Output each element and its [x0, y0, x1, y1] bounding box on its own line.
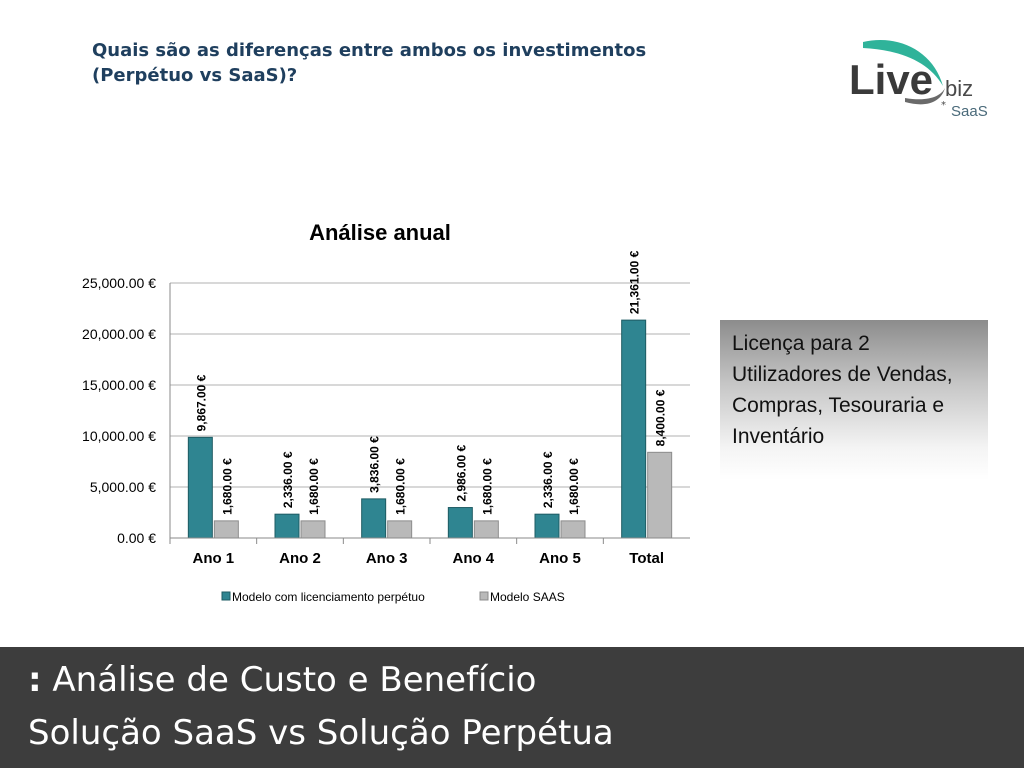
logo-swoosh	[863, 39, 943, 86]
bar-perpetual	[274, 513, 300, 539]
data-label: 2,986.00 €	[454, 444, 468, 501]
y-tick-label: 5,000.00 €	[90, 479, 156, 495]
data-label: 9,867.00 €	[194, 374, 208, 431]
bar-perpetual	[447, 507, 473, 539]
bar-saas	[473, 520, 499, 539]
y-tick-label: 0.00 €	[117, 530, 156, 546]
x-tick-label: Ano 3	[366, 550, 408, 567]
footer-title-line: : Análise de Custo e Benefício	[28, 658, 536, 702]
bar-saas	[387, 520, 413, 539]
data-label: 21,361.00 €	[628, 250, 642, 314]
license-callout-text: Licença para 2 Utilizadores de Vendas, C…	[732, 332, 953, 448]
bar-saas	[560, 520, 586, 539]
y-tick-label: 10,000.00 €	[82, 428, 156, 444]
legend-label: Modelo SAAS	[490, 590, 565, 604]
slide-heading: Quais são as diferenças entre ambos os i…	[92, 38, 792, 88]
bar-saas	[213, 520, 239, 539]
data-label: 1,680.00 €	[307, 458, 321, 515]
data-label: 1,680.00 €	[480, 458, 494, 515]
data-label: 2,336.00 €	[281, 451, 295, 508]
logo-tag: SaaS	[951, 103, 988, 120]
logo-word: Live	[849, 56, 933, 103]
logo-swoosh-tail	[905, 88, 945, 105]
bar-perpetual	[534, 513, 560, 539]
x-tick-label: Ano 2	[279, 550, 321, 567]
data-label: 8,400.00 €	[654, 389, 668, 446]
y-tick-label: 15,000.00 €	[82, 377, 156, 393]
data-label: 1,680.00 €	[394, 458, 408, 515]
livebiz-logo: Live biz * SaaS	[849, 39, 988, 120]
legend-swatch	[479, 591, 489, 601]
chart-title: Análise anual	[309, 220, 451, 245]
logo-registered-mark: *	[941, 100, 946, 111]
license-callout: Licença para 2 Utilizadores de Vendas, C…	[720, 320, 988, 480]
bar-saas	[647, 451, 673, 539]
footer-marker: :	[28, 660, 42, 700]
legend-label: Modelo com licenciamento perpétuo	[232, 590, 425, 604]
bar-perpetual	[621, 319, 647, 539]
data-label: 1,680.00 €	[220, 458, 234, 515]
data-label: 2,336.00 €	[541, 451, 555, 508]
annual-analysis-chart: Análise anual 0.00 € 5,000.00 € 10,000.00 €…	[82, 220, 690, 604]
bar-saas	[300, 520, 326, 539]
footer-subtitle: Solução SaaS vs Solução Perpétua	[28, 713, 614, 753]
y-tick-label: 25,000.00 €	[82, 275, 156, 291]
x-tick-label: Ano 1	[192, 550, 234, 567]
x-tick-label: Total	[629, 550, 664, 567]
logo-suffix: biz	[945, 76, 973, 101]
footer-band: : Análise de Custo e Benefício Solução S…	[0, 647, 1024, 768]
bar-perpetual	[187, 436, 213, 539]
slide-heading-line2: (Perpétuo vs SaaS)?	[92, 65, 298, 86]
x-tick-label: Ano 4	[452, 550, 494, 567]
y-tick-label: 20,000.00 €	[82, 326, 156, 342]
x-tick-label: Ano 5	[539, 550, 581, 567]
data-label: 1,680.00 €	[567, 458, 581, 515]
data-label: 3,836.00 €	[368, 436, 382, 493]
slide-heading-line1: Quais são as diferenças entre ambos os i…	[92, 40, 647, 61]
footer-title: Análise de Custo e Benefício	[52, 660, 537, 700]
legend-swatch	[221, 591, 231, 601]
bar-perpetual	[361, 498, 387, 539]
